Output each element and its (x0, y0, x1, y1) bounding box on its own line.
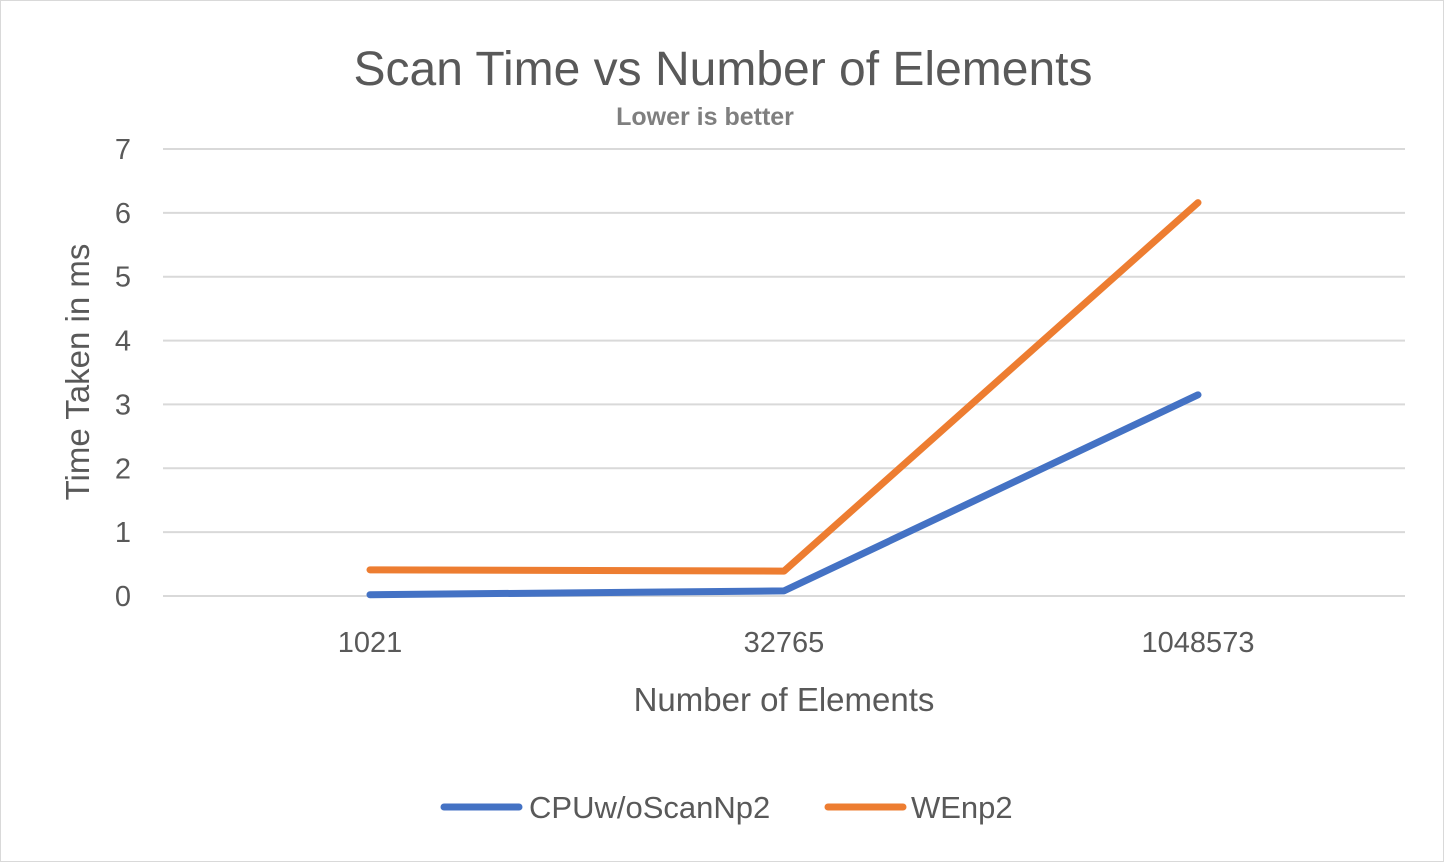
series-line-wenp2 (366, 199, 1202, 575)
chart-title: Scan Time vs Number of Elements (354, 43, 1093, 96)
y-tick-label: 4 (115, 326, 131, 358)
y-tick-label: 1 (115, 517, 131, 549)
y-axis-ticks: 0 1 2 3 4 5 6 7 (115, 134, 131, 613)
legend-label: WEnp2 (911, 790, 1013, 825)
x-axis-title: Number of Elements (634, 681, 935, 718)
x-tick-label: 1048573 (1142, 627, 1255, 659)
y-tick-label: 5 (115, 262, 131, 294)
y-tick-label: 0 (115, 581, 131, 613)
legend: CPUw/oScanNp2 WEnp2 (440, 790, 1013, 825)
chart-subtitle: Lower is better (616, 103, 794, 131)
x-tick-label: 32765 (744, 627, 825, 659)
y-tick-label: 3 (115, 389, 131, 421)
series-lines (366, 199, 1202, 599)
legend-label: CPUw/oScanNp2 (529, 790, 770, 825)
series-line-cpu (366, 391, 1202, 599)
gridlines (163, 148, 1405, 597)
x-tick-label: 1021 (338, 627, 403, 659)
x-axis-ticks: 1021 32765 1048573 (338, 627, 1255, 659)
y-tick-label: 7 (115, 134, 131, 166)
y-tick-label: 2 (115, 453, 131, 485)
y-axis-title: Time Taken in ms (59, 244, 96, 501)
y-tick-label: 6 (115, 198, 131, 230)
